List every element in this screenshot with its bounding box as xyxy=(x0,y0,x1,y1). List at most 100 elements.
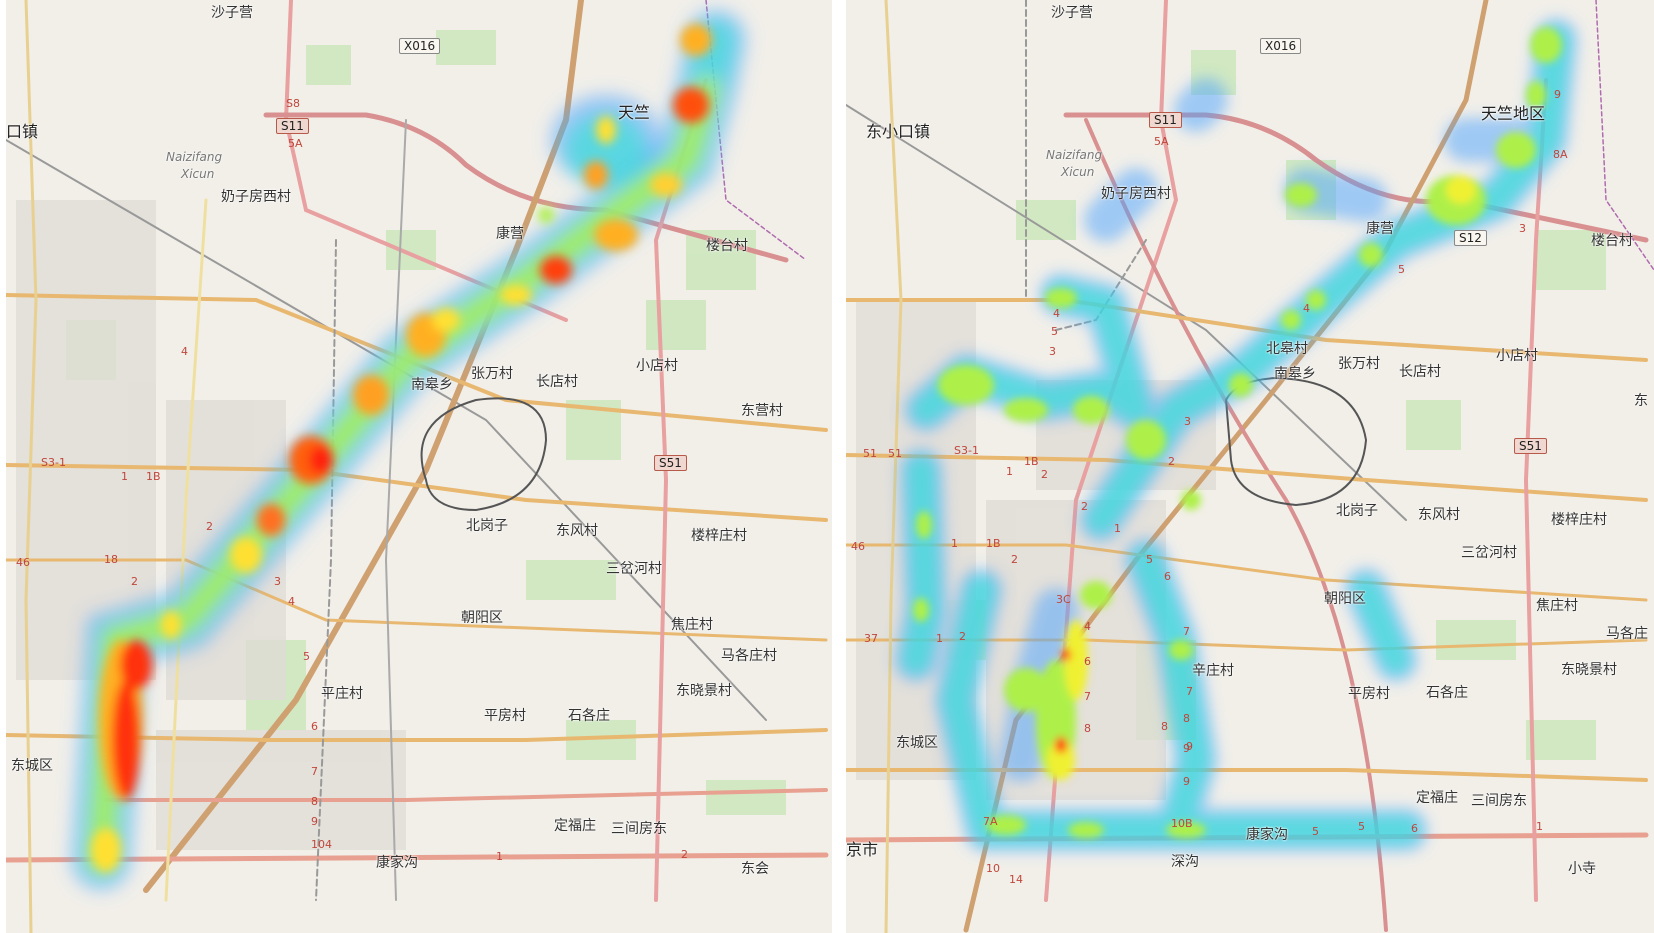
place-label: 北岗子 xyxy=(466,518,508,534)
route-number: 5 xyxy=(1051,325,1058,338)
place-label: 东晓景村 xyxy=(676,683,732,699)
place-label: 东风村 xyxy=(556,523,598,539)
place-label: 马各庄 xyxy=(1606,626,1648,642)
place-label: 南皋乡 xyxy=(411,377,453,393)
route-number: 2 xyxy=(1011,553,1018,566)
route-number: 1B xyxy=(1024,455,1039,468)
place-label: 焦庄村 xyxy=(671,617,713,633)
place-label: 沙子营 xyxy=(1051,5,1093,21)
route-number: 46 xyxy=(16,556,30,569)
place-label: 辛庄村 xyxy=(1192,663,1234,679)
place-label: 奶子房西村 xyxy=(1101,186,1171,202)
route-number: 1 xyxy=(121,470,128,483)
road-shield: X016 xyxy=(399,38,441,54)
place-label: 平房村 xyxy=(1348,686,1390,702)
route-number: 3 xyxy=(1184,415,1191,428)
place-label: 石各庄 xyxy=(568,708,610,724)
route-number: 1 xyxy=(1536,820,1543,833)
place-label: Naizifang xyxy=(166,150,223,164)
route-number: 5A xyxy=(1154,135,1169,148)
place-label: 口镇 xyxy=(6,122,39,141)
place-label: 康家沟 xyxy=(1246,827,1288,843)
route-number: 4 xyxy=(1084,620,1091,633)
route-number: 2 xyxy=(959,630,966,643)
road-shield: S11 xyxy=(1149,112,1182,128)
route-number: S8 xyxy=(286,97,300,110)
place-label: 小店村 xyxy=(636,358,678,374)
route-number: 3C xyxy=(1056,593,1071,606)
route-number: 8 xyxy=(1161,720,1168,733)
road-shield: S12 xyxy=(1454,230,1487,246)
place-label: 定福庄 xyxy=(554,818,596,834)
route-number: 2 xyxy=(206,520,213,533)
route-number: 1 xyxy=(951,537,958,550)
route-number: 8 xyxy=(1183,712,1190,725)
place-label: 深沟 xyxy=(1171,854,1199,870)
route-number: 4 xyxy=(1053,307,1060,320)
place-label: 北皋村 xyxy=(1266,341,1308,357)
route-number: 18 xyxy=(104,553,118,566)
route-number: 9 xyxy=(1183,742,1190,755)
route-number: 2 xyxy=(1081,500,1088,513)
route-number: 2 xyxy=(1041,468,1048,481)
place-label: 沙子营 xyxy=(211,5,253,21)
place-label: 朝阳区 xyxy=(1324,591,1366,607)
place-label: 东会 xyxy=(741,861,769,877)
place-label: 东城区 xyxy=(896,735,938,751)
place-label: 南皋乡 xyxy=(1274,366,1316,382)
place-label: 天竺 xyxy=(618,103,651,122)
place-label: 长店村 xyxy=(1399,364,1441,380)
route-number: 9 xyxy=(311,815,318,828)
route-number: 6 xyxy=(311,720,318,733)
route-number: 9 xyxy=(1183,775,1190,788)
route-number: 1B xyxy=(146,470,161,483)
place-label: 小店村 xyxy=(1496,348,1538,364)
route-number: 5 xyxy=(1398,263,1405,276)
place-label: 楼台村 xyxy=(1591,233,1633,249)
place-label: 石各庄 xyxy=(1426,685,1468,701)
route-number: 7 xyxy=(1084,690,1091,703)
route-number: 2 xyxy=(131,575,138,588)
route-number: 2 xyxy=(1168,455,1175,468)
place-label: 马各庄村 xyxy=(721,648,777,664)
route-number: 3 xyxy=(274,575,281,588)
place-label: 东 xyxy=(1634,393,1648,409)
place-label: 张万村 xyxy=(1338,356,1380,372)
place-label: 平庄村 xyxy=(321,686,363,702)
route-number: 7 xyxy=(1183,625,1190,638)
route-number: 10 xyxy=(986,862,1000,875)
road-shield: S51 xyxy=(654,455,687,471)
route-number: 3 xyxy=(1049,345,1056,358)
route-number: 104 xyxy=(311,838,332,851)
place-label: 奶子房西村 xyxy=(221,189,291,205)
place-label: 楼梓庄村 xyxy=(1551,512,1607,528)
route-number: 51 xyxy=(863,447,877,460)
place-label: 康营 xyxy=(1366,221,1394,237)
place-label: Xicun xyxy=(1061,165,1095,179)
place-label: 康营 xyxy=(496,226,524,242)
place-label: 定福庄 xyxy=(1416,790,1458,806)
place-label: 三岔河村 xyxy=(606,561,662,577)
route-number: 8A xyxy=(1553,148,1568,161)
route-number: 1 xyxy=(936,632,943,645)
route-number: 5 xyxy=(303,650,310,663)
route-number: 1 xyxy=(1006,465,1013,478)
place-label: 京市 xyxy=(846,840,879,859)
road-shield: S11 xyxy=(276,118,309,134)
place-label: 东营村 xyxy=(741,403,783,419)
right-heatmap-panel: 沙子营 东小口镇 Naizifang Xicun 奶子房西村 康营 天竺地区 楼… xyxy=(846,0,1654,933)
route-number: 14 xyxy=(1009,873,1023,886)
route-number: 5 xyxy=(1358,820,1365,833)
left-basemap xyxy=(6,0,829,933)
place-label: 三间房东 xyxy=(611,821,667,837)
route-number: 3 xyxy=(1519,222,1526,235)
place-label: 三间房东 xyxy=(1471,793,1527,809)
route-number: 2 xyxy=(681,848,688,861)
road-shield: S51 xyxy=(1514,438,1547,454)
road-shield: X016 xyxy=(1260,38,1302,54)
route-number: 9 xyxy=(1554,88,1561,101)
route-number: 4 xyxy=(181,345,188,358)
route-number: S3-1 xyxy=(41,456,66,469)
route-number: S3-1 xyxy=(954,444,979,457)
route-number: 4 xyxy=(288,595,295,608)
